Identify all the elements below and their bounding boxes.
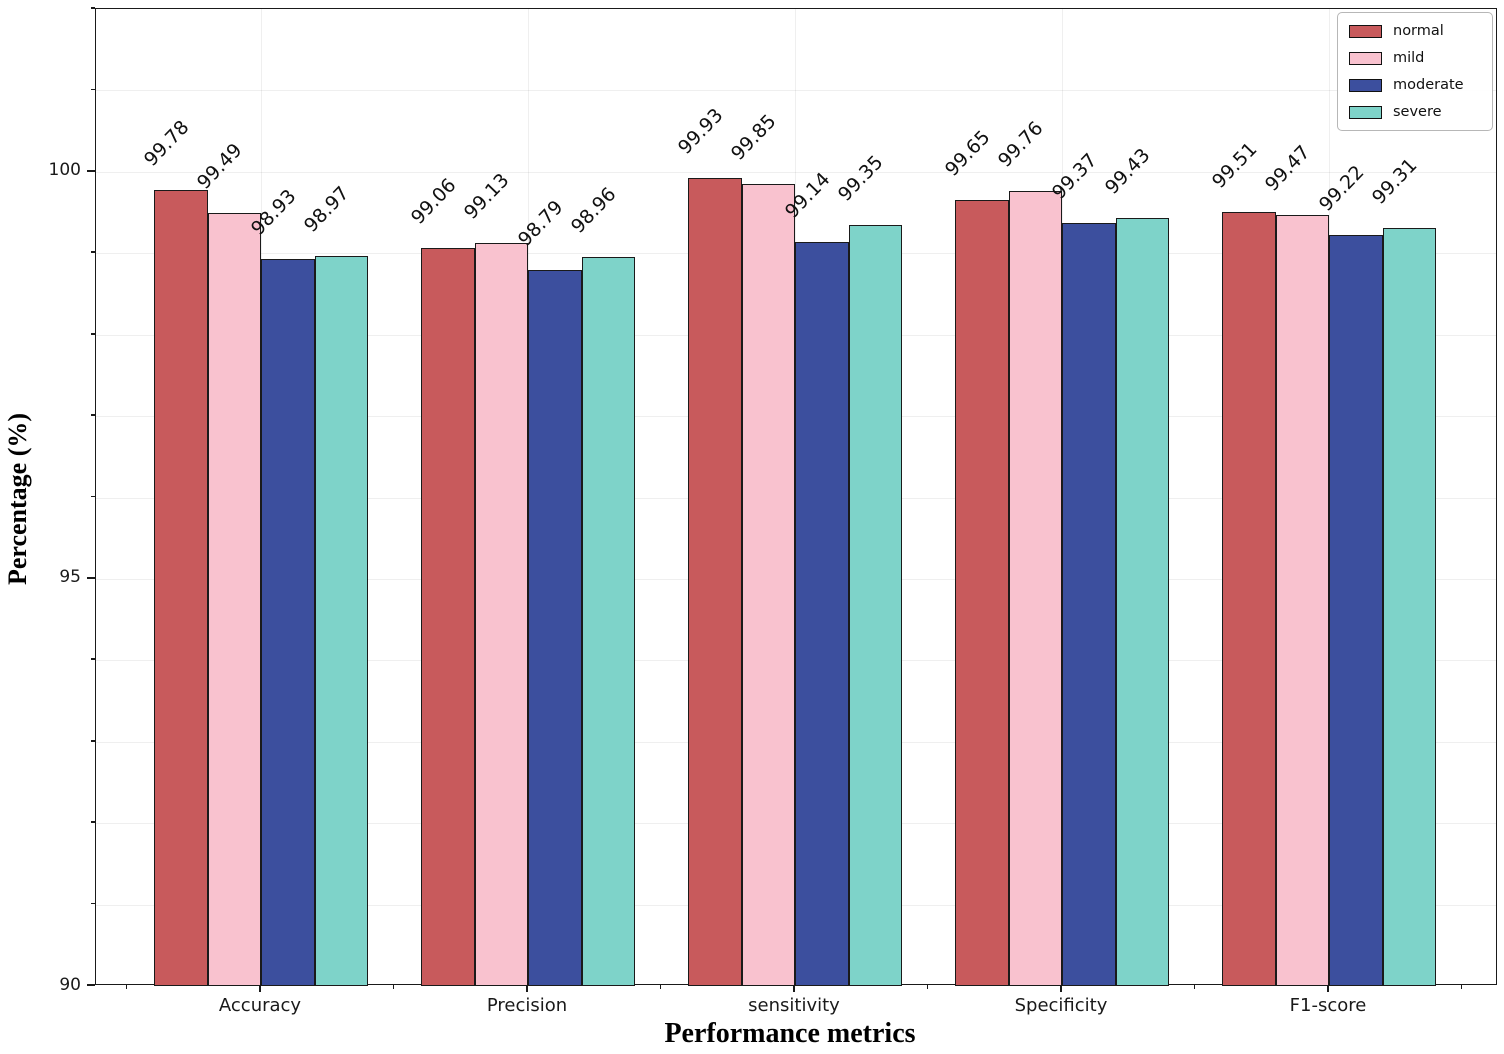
bar-mild-Precision	[474, 242, 528, 986]
x-axis-tick	[1327, 985, 1329, 992]
legend-swatch-mild	[1349, 52, 1382, 65]
value-label: 99.13	[460, 168, 514, 224]
value-label: 99.22	[1314, 161, 1369, 217]
legend-label-severe: severe	[1393, 104, 1442, 120]
legend-item-moderate: moderate	[1349, 75, 1482, 96]
gridline-horizontal	[96, 171, 1496, 173]
bar-normal-sensitivity	[688, 177, 742, 986]
bar-mild-Accuracy	[207, 213, 261, 986]
x-tick-label-Accuracy: Accuracy	[218, 995, 302, 1016]
value-label: 99.76	[994, 117, 1048, 173]
x-axis-tick	[1060, 985, 1062, 992]
value-label: 99.78	[139, 116, 194, 171]
value-label: 99.06	[406, 174, 461, 230]
value-label: 99.35	[834, 151, 888, 206]
y-tick-label-90: 90	[59, 974, 81, 995]
x-axis-tick	[259, 985, 261, 992]
x-axis-minor-tick	[125, 985, 128, 989]
y-axis-minor-tick	[90, 7, 95, 9]
bar-normal-F1-score	[1222, 211, 1276, 986]
x-tick-label-Specificity: Specificity	[1014, 995, 1108, 1016]
bar-moderate-sensitivity	[795, 241, 849, 986]
value-label: 99.85	[727, 110, 781, 165]
legend: normal mild moderate severe	[1337, 12, 1493, 131]
legend-item-severe: severe	[1349, 102, 1482, 123]
y-axis-minor-tick	[90, 658, 95, 661]
legend-item-normal: normal	[1349, 21, 1482, 42]
value-label: 99.47	[1261, 141, 1315, 196]
x-tick-label-sensitivity: sensitivity	[748, 995, 840, 1016]
gridline-horizontal	[96, 90, 1496, 92]
bar-severe-F1-score	[1382, 228, 1436, 986]
x-axis-minor-tick	[1460, 985, 1463, 989]
value-label: 99.37	[1047, 149, 1102, 204]
y-axis-minor-tick	[90, 332, 95, 335]
bar-normal-Specificity	[955, 200, 1009, 986]
y-axis-tick	[87, 169, 95, 172]
bar-mild-F1-score	[1275, 214, 1329, 986]
y-axis-minor-tick	[90, 495, 95, 498]
legend-swatch-severe	[1349, 106, 1382, 119]
bar-moderate-F1-score	[1329, 235, 1383, 986]
y-axis-minor-tick	[90, 739, 95, 742]
bar-normal-Precision	[421, 248, 475, 986]
y-axis-minor-tick	[90, 821, 95, 824]
y-tick-label-95: 95	[59, 567, 81, 588]
y-axis-tick	[87, 984, 95, 986]
bar-mild-sensitivity	[741, 184, 795, 986]
bar-severe-Precision	[581, 256, 635, 986]
bar-mild-Specificity	[1008, 191, 1062, 986]
x-axis-tick	[793, 985, 795, 992]
bar-moderate-Specificity	[1062, 223, 1116, 986]
bar-moderate-Precision	[528, 270, 582, 986]
legend-label-mild: mild	[1393, 50, 1425, 66]
x-axis-minor-tick	[659, 985, 662, 989]
value-label: 99.93	[673, 103, 728, 159]
legend-item-mild: mild	[1349, 48, 1482, 69]
plot-area: 99.78 99.49 98.93 98.97 99.06 99.13 98.79 98.96…	[95, 8, 1497, 986]
y-tick-label-100: 100	[48, 160, 81, 181]
legend-swatch-normal	[1349, 25, 1382, 38]
y-axis-minor-tick	[90, 414, 95, 416]
x-axis-minor-tick	[926, 985, 929, 989]
legend-label-normal: normal	[1393, 23, 1444, 39]
x-axis-title: Performance metrics	[664, 1018, 916, 1049]
bar-severe-Specificity	[1115, 218, 1169, 986]
x-axis-minor-tick	[392, 985, 395, 989]
x-tick-label-F1-score: F1-score	[1289, 995, 1367, 1016]
bar-normal-Accuracy	[154, 189, 208, 986]
bar-severe-sensitivity	[848, 224, 902, 986]
value-label: 98.96	[567, 182, 621, 238]
y-axis-minor-tick	[90, 902, 95, 905]
value-label: 99.49	[193, 139, 247, 195]
bar-moderate-Accuracy	[261, 258, 315, 986]
value-label: 99.51	[1207, 137, 1262, 193]
legend-swatch-moderate	[1349, 79, 1382, 92]
value-label: 98.97	[300, 181, 354, 237]
value-label: 98.79	[513, 196, 568, 252]
x-tick-label-Precision: Precision	[486, 995, 568, 1016]
x-axis-tick	[526, 985, 528, 992]
y-axis-tick	[87, 577, 95, 579]
bar-severe-Accuracy	[314, 255, 368, 986]
value-label: 99.31	[1368, 154, 1422, 209]
legend-label-moderate: moderate	[1393, 77, 1464, 93]
y-axis-minor-tick	[90, 251, 95, 254]
x-axis-minor-tick	[1193, 985, 1196, 989]
y-axis-minor-tick	[90, 88, 95, 91]
